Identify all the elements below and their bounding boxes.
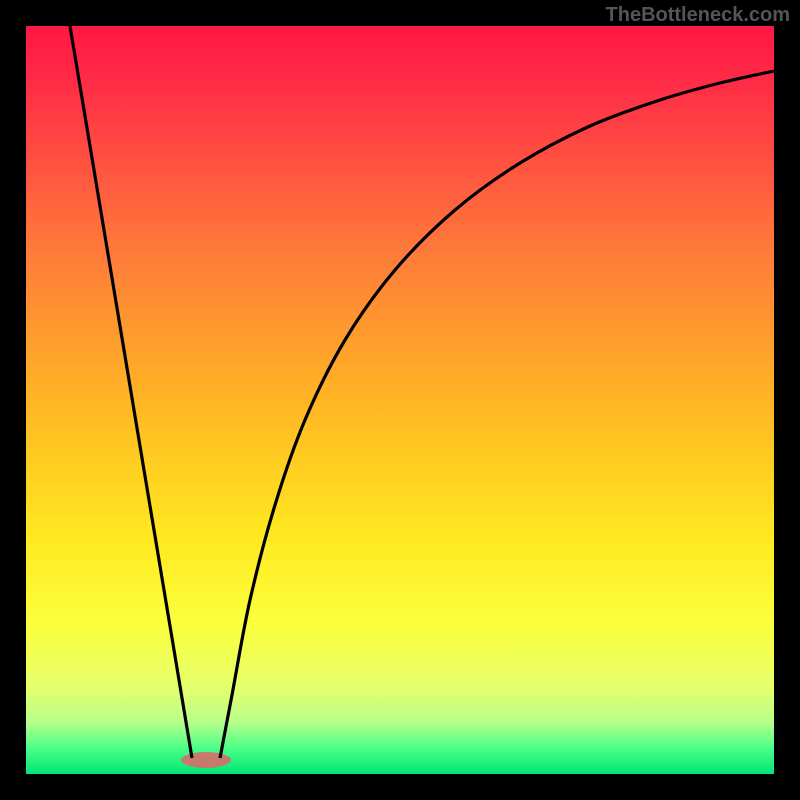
chart-container: TheBottleneck.com bbox=[0, 0, 800, 800]
gradient-background bbox=[26, 26, 774, 774]
bottleneck-marker bbox=[181, 752, 231, 768]
watermark-text: TheBottleneck.com bbox=[606, 4, 790, 27]
bottleneck-chart bbox=[0, 0, 800, 800]
